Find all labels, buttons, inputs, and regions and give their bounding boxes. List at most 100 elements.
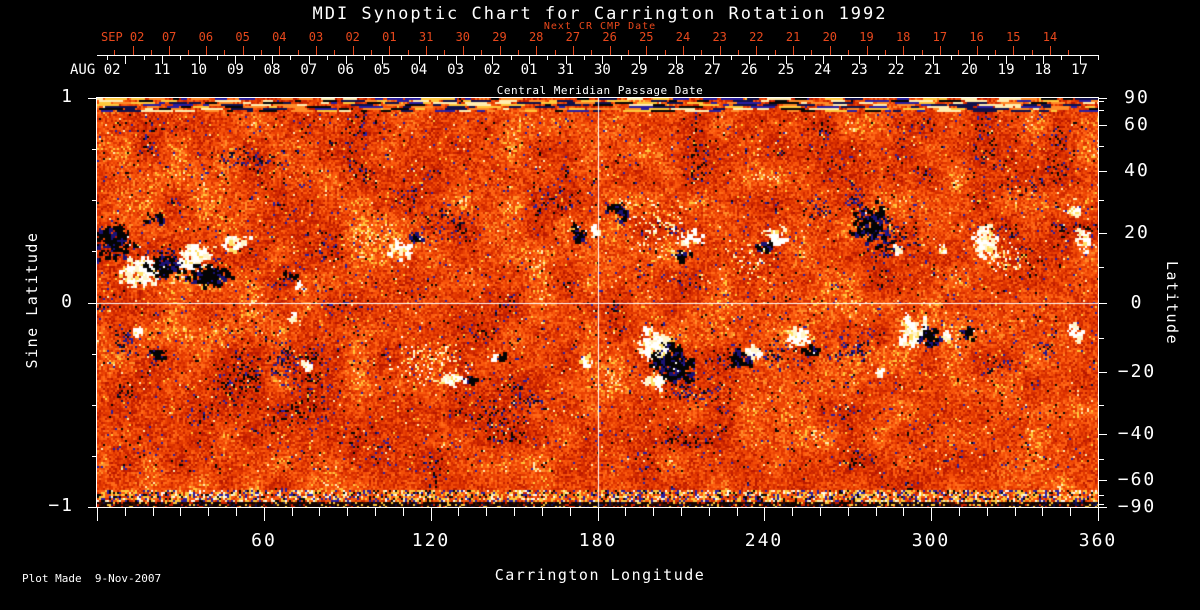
cmp-halfday-tick	[511, 55, 512, 60]
latitude-minor-tick	[1099, 146, 1104, 147]
longitude-minor-tick	[514, 508, 515, 516]
cmp-halfday-tick	[1098, 55, 1099, 60]
cmp-day-label: 01	[520, 62, 538, 78]
central-meridian-passage-date-label: Central Meridian Passage Date	[496, 84, 704, 97]
next-cr-day-label: 14	[1042, 30, 1058, 44]
sine-latitude-minor-tick	[92, 251, 97, 252]
next-cr-day-tick	[536, 46, 537, 55]
latitude-tick-label: 20	[1124, 222, 1150, 243]
carrington-longitude-axis-title: Carrington Longitude	[494, 566, 706, 584]
cmp-day-label: 03	[447, 62, 465, 78]
latitude-major-tick	[1099, 372, 1107, 373]
next-cr-halfday-tick	[922, 50, 923, 55]
next-cr-day-label: 15	[1006, 30, 1021, 44]
next-cr-day-label: 26	[602, 30, 617, 44]
cmp-day-label: 31	[557, 62, 575, 78]
cmp-day-tick	[786, 55, 787, 64]
latitude-minor-tick	[1099, 495, 1104, 496]
next-cr-day-tick	[1050, 46, 1051, 55]
next-cr-halfday-tick	[811, 50, 812, 55]
next-cr-day-label: 30	[455, 30, 471, 44]
latitude-minor-tick	[1099, 110, 1104, 111]
cmp-day-tick	[566, 55, 567, 64]
sine-latitude-minor-tick	[92, 200, 97, 201]
next-cr-day-tick	[1013, 46, 1014, 55]
next-cr-day-label: 01	[382, 30, 397, 44]
next-cr-day-label: 25	[639, 30, 654, 44]
latitude-major-tick	[1099, 98, 1107, 99]
next-cr-day-tick	[500, 46, 501, 55]
next-cr-day-tick	[793, 46, 794, 55]
next-cr-day-label: 31	[418, 30, 434, 44]
longitude-minor-tick	[403, 508, 404, 516]
sine-latitude-minor-tick	[92, 354, 97, 355]
cmp-halfday-tick	[731, 55, 732, 60]
cmp-halfday-tick	[841, 55, 842, 60]
cmp-day-tick	[602, 55, 603, 64]
cmp-day-label: 10	[190, 62, 208, 78]
cmp-day-label: 18	[1034, 62, 1052, 78]
next-cr-day-tick	[463, 46, 464, 55]
next-cr-cmp-date-label: Next CR CMP Date	[543, 21, 657, 32]
sine-latitude-axis-title: Sine Latitude	[23, 231, 41, 369]
sine-latitude-major-tick	[88, 303, 97, 304]
next-cr-day-tick	[279, 46, 280, 55]
cmp-day-label: 17	[1071, 62, 1088, 78]
next-cr-halfday-tick	[481, 50, 482, 55]
next-cr-day-label: 02	[345, 30, 360, 44]
next-cr-halfday-tick	[1032, 50, 1033, 55]
longitude-minor-tick	[347, 508, 348, 516]
top-axis-line	[97, 55, 1098, 56]
cmp-halfday-tick	[107, 55, 108, 60]
next-cr-halfday-tick	[518, 50, 519, 55]
longitude-minor-tick	[208, 508, 209, 516]
longitude-minor-tick	[458, 508, 459, 516]
latitude-tick-label: −20	[1117, 361, 1157, 382]
next-cr-day-tick	[683, 46, 684, 55]
cmp-day-tick	[309, 55, 310, 64]
longitude-minor-tick	[792, 508, 793, 516]
chart-title: MDI Synoptic Chart for Carrington Rotati…	[312, 4, 888, 24]
next-cr-halfday-tick	[151, 50, 152, 55]
longitude-tick-label: 60	[251, 530, 277, 551]
next-cr-halfday-tick	[775, 50, 776, 55]
latitude-minor-tick	[1099, 101, 1104, 102]
next-cr-halfday-tick	[224, 50, 225, 55]
longitude-tick-label: 240	[744, 530, 784, 551]
next-cr-halfday-tick	[298, 50, 299, 55]
next-cr-day-label: 20	[822, 30, 838, 44]
next-cr-day-tick	[940, 46, 941, 55]
cmp-halfday-tick	[327, 55, 328, 60]
next-cr-month-label: SEP 02	[101, 30, 145, 44]
latitude-tick-label: −90	[1117, 496, 1157, 517]
latitude-major-tick	[1099, 171, 1107, 172]
next-cr-day-tick	[206, 46, 207, 55]
sine-latitude-minor-tick	[92, 405, 97, 406]
cmp-day-tick	[272, 55, 273, 64]
next-cr-day-tick	[903, 46, 904, 55]
longitude-minor-tick	[319, 508, 320, 516]
latitude-minor-tick	[1099, 459, 1104, 460]
longitude-minor-tick	[542, 508, 543, 516]
cmp-day-tick	[676, 55, 677, 64]
longitude-minor-tick	[153, 508, 154, 516]
cmp-halfday-tick	[1061, 55, 1062, 60]
next-cr-day-label: 27	[565, 30, 581, 44]
plot-made-timestamp: Plot Made 9-Nov-2007	[22, 572, 162, 585]
next-cr-halfday-tick	[885, 50, 886, 55]
cmp-day-label: 29	[630, 62, 648, 78]
next-cr-day-tick	[169, 46, 170, 55]
cmp-day-label: 04	[410, 62, 428, 78]
next-cr-halfday-tick	[261, 50, 262, 55]
longitude-tick-label: 300	[911, 530, 951, 551]
next-cr-halfday-tick	[738, 50, 739, 55]
longitude-major-tick	[764, 508, 765, 521]
latitude-minor-tick	[1099, 338, 1104, 339]
cmp-halfday-tick	[951, 55, 952, 60]
cmp-day-tick	[933, 55, 934, 64]
sine-latitude-tick-label: 0	[61, 291, 74, 312]
next-cr-day-tick	[133, 46, 134, 55]
cmp-day-tick	[1006, 55, 1007, 64]
cmp-halfday-tick	[180, 55, 181, 60]
cmp-month-label: AUG 02	[70, 62, 121, 78]
